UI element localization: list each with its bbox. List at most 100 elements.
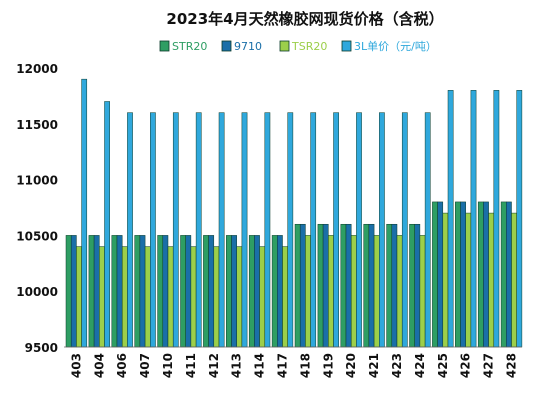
bar-9710-421	[368, 223, 375, 348]
bar-TSR20-427	[488, 212, 495, 348]
bar-9710-418	[299, 223, 306, 348]
bar-3L单价（元/吨）-426	[470, 90, 477, 348]
bar-3L单价（元/吨）-420	[356, 112, 362, 348]
bar-3L单价（元/吨）-412	[218, 112, 225, 348]
bar-STR20-406	[111, 235, 118, 348]
bar-3L单价（元/吨）-407	[150, 112, 156, 348]
bar-9710-412	[208, 235, 215, 348]
x-tick-label: 414	[253, 353, 267, 378]
x-tick-label: 406	[115, 353, 129, 378]
x-tick-label: 424	[413, 353, 427, 378]
legend-label-2: TSR20	[291, 40, 327, 53]
bar-TSR20-411	[190, 246, 197, 348]
bar-9710-417	[277, 235, 283, 348]
bar-STR20-417	[271, 235, 278, 348]
chart-title: 2023年4月天然橡胶网现货价格（含税）	[166, 10, 443, 28]
bar-9710-420	[345, 223, 352, 348]
y-tick-label: 11500	[16, 118, 58, 132]
bar-STR20-412	[203, 235, 209, 348]
bar-TSR20-404	[99, 246, 105, 348]
bar-TSR20-419	[328, 235, 334, 348]
x-tick-label: 427	[482, 353, 496, 378]
bar-TSR20-410	[167, 246, 174, 348]
bar-3L单价（元/吨）-418	[310, 112, 317, 348]
bar-TSR20-423	[396, 235, 403, 348]
bar-3L单价（元/吨）-421	[379, 112, 385, 348]
bar-3L单价（元/吨）-406	[127, 112, 133, 348]
bar-9710-428	[506, 201, 512, 348]
bar-9710-407	[139, 235, 146, 348]
bar-3L单价（元/吨）-417	[287, 112, 294, 348]
bar-TSR20-407	[144, 246, 151, 348]
x-tick-label: 420	[344, 353, 358, 378]
legend-swatch-2	[279, 40, 290, 52]
bar-3L单价（元/吨）-419	[333, 112, 339, 348]
x-tick-label: 407	[138, 353, 152, 378]
bar-3L单价（元/吨）-424	[424, 112, 431, 348]
bar-STR20-403	[65, 235, 72, 348]
bar-9710-411	[185, 235, 192, 348]
legend-label-3: 3L单价（元/吨）	[354, 40, 437, 53]
bar-STR20-423	[386, 223, 393, 348]
bar-3L单价（元/吨）-411	[195, 112, 202, 348]
bar-STR20-427	[477, 201, 484, 348]
bar-STR20-413	[226, 235, 232, 348]
bar-3L单价（元/吨）-423	[401, 112, 408, 348]
x-tick-label: 412	[207, 353, 221, 378]
bar-9710-404	[93, 235, 100, 348]
bar-9710-423	[391, 223, 398, 348]
bar-STR20-418	[294, 223, 301, 348]
bar-3L单价（元/吨）-404	[104, 101, 110, 348]
legend-swatch-0	[159, 40, 170, 52]
x-tick-label: 410	[161, 353, 175, 378]
y-tick-label: 10500	[16, 229, 58, 243]
bar-3L单价（元/吨）-428	[516, 90, 523, 348]
bar-STR20-424	[409, 223, 415, 348]
bar-STR20-411	[180, 235, 186, 348]
bar-TSR20-417	[282, 246, 288, 348]
bar-STR20-414	[248, 235, 255, 348]
bar-9710-406	[116, 235, 123, 348]
bars	[64, 78, 523, 348]
bar-STR20-407	[134, 235, 141, 348]
bar-9710-427	[483, 201, 489, 348]
x-tick-label: 425	[436, 353, 450, 378]
bar-TSR20-425	[442, 212, 449, 348]
bar-TSR20-426	[465, 212, 472, 348]
bar-3L单价（元/吨）-427	[493, 90, 500, 348]
x-tick-label: 417	[276, 353, 290, 378]
bar-9710-419	[322, 223, 329, 348]
bar-TSR20-406	[121, 246, 128, 348]
x-tick-label: 421	[367, 353, 381, 378]
x-tick-label: 423	[390, 353, 404, 378]
bar-STR20-410	[157, 235, 164, 348]
x-tick-label: 411	[184, 353, 198, 378]
x-tick-label: 428	[505, 353, 519, 378]
bar-STR20-426	[455, 201, 461, 348]
bar-3L单价（元/吨）-414	[264, 112, 271, 348]
bar-9710-425	[437, 201, 444, 348]
bar-STR20-428	[500, 201, 507, 348]
legend-label-0: STR20	[172, 40, 207, 53]
x-tick-label: 418	[298, 353, 312, 378]
bar-TSR20-403	[76, 246, 82, 348]
bar-TSR20-424	[419, 235, 426, 348]
bar-9710-413	[231, 235, 237, 348]
y-tick-label: 12000	[16, 62, 58, 76]
bar-3L单价（元/吨）-410	[172, 112, 179, 348]
bar-STR20-421	[363, 223, 370, 348]
bar-3L单价（元/吨）-413	[241, 112, 248, 348]
bar-9710-403	[70, 235, 77, 348]
legend-swatch-3	[341, 40, 352, 52]
legend: STR20 9710 TSR20 3L单价（元/吨）	[159, 40, 437, 53]
bar-TSR20-413	[236, 246, 243, 348]
x-tick-label: 413	[230, 353, 244, 378]
bar-3L单价（元/吨）-403	[81, 78, 88, 348]
bar-STR20-420	[340, 223, 347, 348]
y-tick-label: 9500	[25, 341, 58, 355]
x-tick-label: 404	[92, 353, 106, 378]
legend-swatch-1	[221, 40, 232, 52]
bar-STR20-404	[88, 235, 95, 348]
x-axis: 403 404 406 407 410 411 412 413 414 417 418 419 420 4…	[69, 353, 518, 378]
